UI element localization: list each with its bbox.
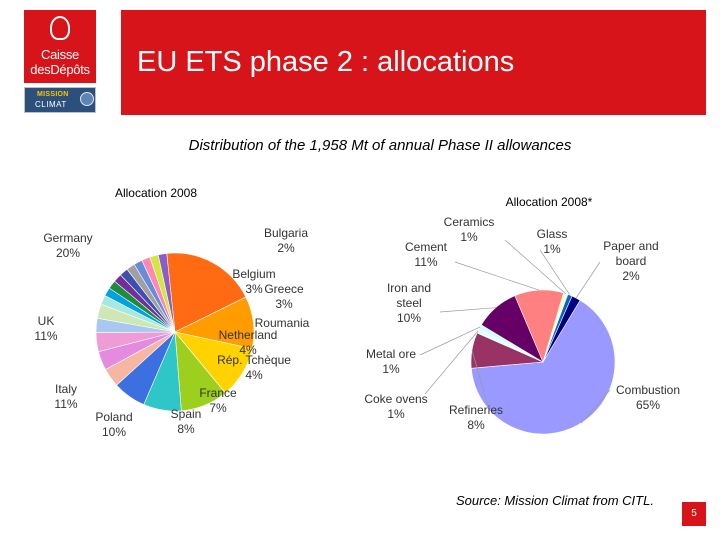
seal-icon: [50, 16, 70, 40]
leader-line: [424, 330, 479, 395]
source-note: Source: Mission Climat from CITL.: [456, 493, 654, 508]
slice-label-italy: Italy 11%: [54, 382, 77, 411]
slice-label-metal-ore: Metal ore 1%: [366, 347, 416, 376]
slice-label-greece: Greece 3%: [264, 282, 304, 311]
slice-label-glass: Glass 1%: [537, 227, 568, 256]
slice-label-roumania: Roumania: [255, 316, 310, 330]
slice-label-refineries: Refineries 8%: [449, 403, 503, 432]
slice-label-uk: UK 11%: [34, 314, 57, 343]
chart-subtitle: Distribution of the 1,958 Mt of annual P…: [188, 137, 572, 154]
slice-label-coke-ovens: Coke ovens 1%: [364, 392, 427, 421]
leader-line: [539, 249, 571, 296]
slice-label-iron-and-steel: Iron and steel 10%: [387, 281, 431, 325]
leader-line: [439, 307, 496, 313]
sector-pie-chart: Allocation 2008* Combustion 65% Refineries…: [364, 195, 680, 435]
mission-climat-logo: MISSION CLIMAT: [24, 87, 96, 113]
leader-line: [471, 350, 489, 407]
slice-label-paper-and-board: Paper and board 2%: [603, 239, 658, 283]
slice-label-combustion: Combustion 65%: [616, 383, 680, 412]
country-pie-chart: Allocation 2008 Germany 20% UK 11% Italy 11% P…: [34, 186, 309, 439]
globe-icon: [80, 92, 94, 106]
slice-label-belgium: Belgium 3%: [232, 267, 275, 296]
logo-text-line2: desDépôts: [30, 62, 90, 77]
leader-line: [580, 389, 611, 424]
pie-title-countries: Allocation 2008: [115, 186, 197, 200]
mission-logo-line1: MISSION: [37, 91, 69, 98]
slice-label-bulgaria: Bulgaria 2%: [264, 226, 308, 255]
pie-title-sectors: Allocation 2008*: [506, 195, 593, 209]
caisse-des-depots-logo: Caisse desDépôts: [24, 10, 96, 83]
slice-label-r-p-tch-que: Rép. Tchèque 4%: [217, 353, 291, 382]
slice-label-cement: Cement 11%: [405, 240, 448, 269]
slice-label-germany: Germany 20%: [43, 231, 92, 260]
slice-label-ceramics: Ceramics 1%: [444, 215, 495, 244]
pie-slice-germany: [166, 252, 247, 333]
slide-title: EU ETS phase 2 : allocations: [137, 46, 515, 78]
slice-label-poland: Poland 10%: [95, 410, 132, 439]
mission-logo-line2: CLIMAT: [35, 100, 67, 109]
leader-line: [504, 239, 566, 294]
leader-line: [575, 261, 601, 299]
slice-label-netherland: Netherland 4%: [219, 328, 278, 357]
pie-slice-minor: [157, 253, 176, 333]
page-number: 5: [682, 502, 706, 526]
slice-label-spain: Spain 8%: [171, 407, 202, 436]
slice-label-france: France 7%: [199, 386, 237, 415]
leader-line: [419, 326, 481, 356]
logo-text-line1: Caisse: [41, 47, 79, 62]
leader-line: [454, 261, 540, 291]
title-bar: [121, 10, 706, 115]
